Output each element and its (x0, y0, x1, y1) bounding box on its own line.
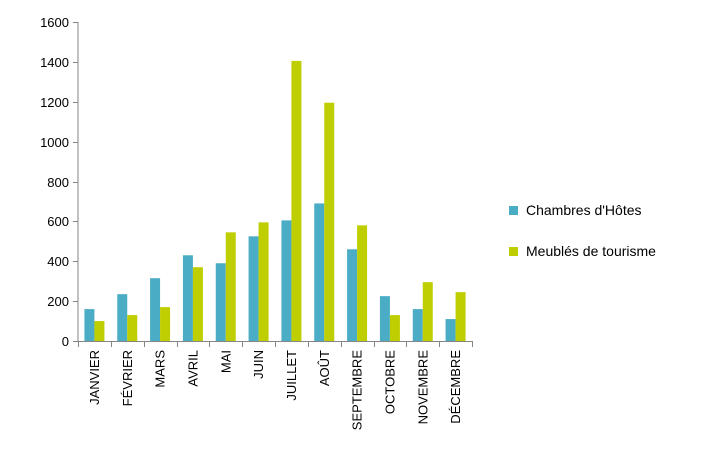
x-category-label: JUIN (251, 350, 266, 379)
bar-chambres-5 (215, 263, 226, 341)
y-tick-label: 400 (47, 254, 69, 269)
bar-meubles-7 (291, 60, 302, 341)
bar-meubles-6 (258, 222, 269, 341)
bar-chambres-9 (347, 249, 358, 341)
x-category-label: NOVEMBRE (415, 350, 430, 425)
bar-meubles-9 (357, 225, 368, 341)
x-category-label: JANVIER (87, 350, 102, 405)
x-category-label: OCTOBRE (382, 350, 397, 414)
x-category-label: AVRIL (185, 350, 200, 387)
bars (84, 60, 466, 341)
x-category-label: MAI (218, 350, 233, 373)
bar-meubles-8 (324, 102, 335, 341)
x-category-label: AOÛT (317, 350, 332, 386)
x-category-label: MARS (153, 350, 168, 388)
bar-meubles-4 (192, 267, 203, 341)
x-axis (78, 341, 473, 347)
bar-chambres-2 (117, 294, 128, 341)
category-labels: JANVIER FÉVRIER MARS AVRIL MAI JUIN JUILLET AOÛ… (87, 350, 463, 431)
bar-chambres-1 (84, 309, 95, 341)
bar-chambres-6 (248, 236, 259, 341)
bar-chambres-11 (412, 309, 423, 341)
bar-chambres-7 (281, 220, 292, 341)
bar-meubles-10 (389, 315, 400, 341)
y-tick-label: 200 (47, 294, 69, 309)
bar-meubles-3 (160, 307, 171, 341)
legend: Chambres d'Hôtes Meublés de tourisme (509, 202, 656, 259)
bar-chambres-3 (150, 278, 161, 341)
bar-chambres-8 (314, 203, 325, 341)
x-category-label: DÉCEMBRE (448, 350, 463, 424)
bar-chambres-4 (182, 255, 193, 341)
bar-meubles-11 (422, 282, 433, 341)
bar-meubles-12 (455, 292, 466, 341)
bar-meubles-2 (127, 315, 138, 341)
bar-meubles-1 (94, 321, 105, 341)
bar-meubles-5 (225, 232, 236, 341)
y-axis: 0 200 400 600 800 1000 1200 1400 1600 (40, 15, 79, 349)
x-category-label: JUILLET (284, 350, 299, 401)
y-tick-label: 1600 (40, 15, 69, 30)
legend-label: Chambres d'Hôtes (526, 202, 642, 218)
bar-chambres-10 (379, 296, 390, 341)
legend-swatch (509, 206, 518, 215)
legend-swatch (509, 247, 518, 256)
x-category-label: SEPTEMBRE (350, 350, 365, 431)
y-tick-label: 1200 (40, 95, 69, 110)
y-tick-label: 1000 (40, 135, 69, 150)
x-category-label: FÉVRIER (120, 350, 135, 406)
bar-chambres-12 (445, 319, 456, 341)
y-tick-label: 1400 (40, 55, 69, 70)
y-tick-label: 800 (47, 175, 69, 190)
y-tick-label: 600 (47, 214, 69, 229)
legend-label: Meublés de tourisme (526, 243, 656, 259)
y-tick-label: 0 (62, 334, 69, 349)
